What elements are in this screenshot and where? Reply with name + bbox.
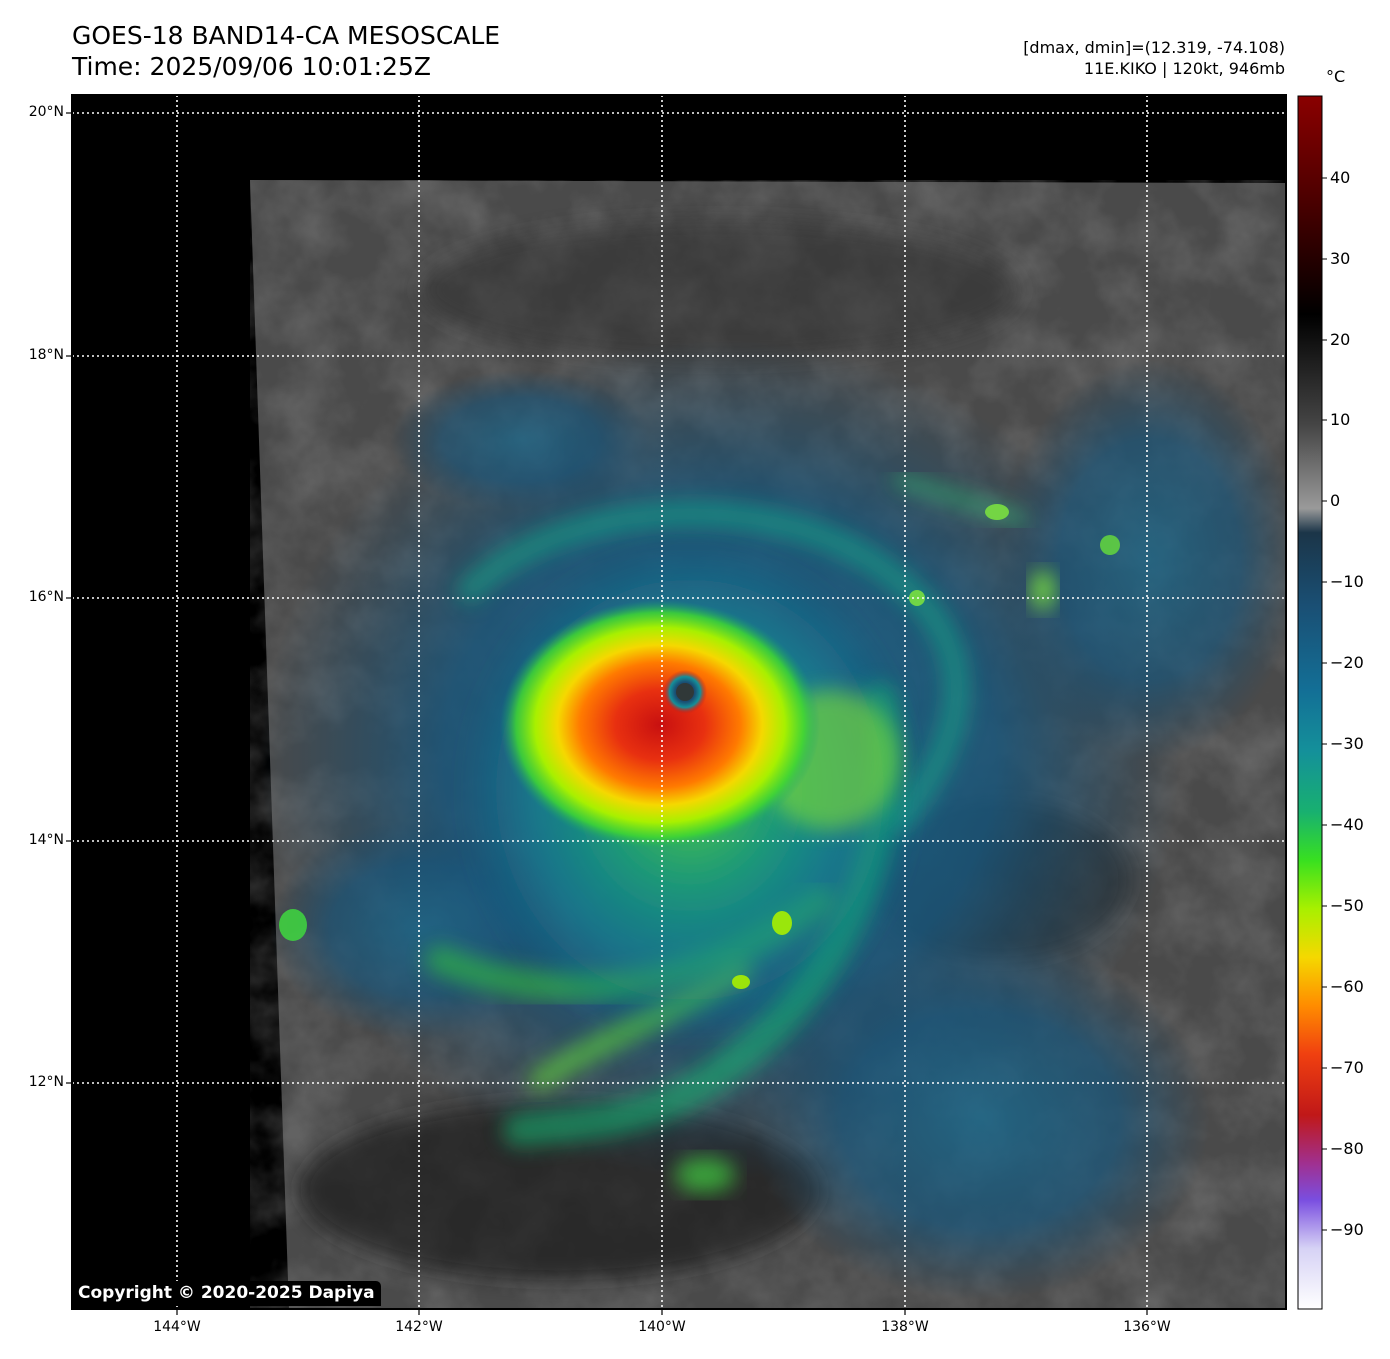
colorbar [1297,95,1323,1310]
colorbar-label: 20 [1330,330,1351,349]
colorbar-ticks [1322,177,1327,1231]
colorbar-label: −20 [1330,653,1364,672]
lat-label-16n: 16°N [28,589,64,605]
graticule [72,95,1286,1309]
colorbar-label: −60 [1330,977,1364,996]
lon-label-140w: 140°W [638,1319,686,1335]
colorbar-label: −30 [1330,734,1364,753]
colorbar-unit: °C [1326,67,1346,86]
colorbar-label: 0 [1330,491,1341,510]
colorbar-label: 10 [1330,410,1351,429]
colorbar-label: −50 [1330,896,1364,915]
dmax-dmin-readout: [dmax, dmin]=(12.319, -74.108) [1023,38,1285,57]
colorbar-label: −80 [1330,1139,1364,1158]
axis-ticks [66,112,1148,1315]
chart-title: GOES-18 BAND14-CA MESOSCALE [72,21,501,50]
colorbar-label: −40 [1330,815,1364,834]
central-dense-overcast [500,600,820,850]
colorbar-label: −10 [1330,572,1364,591]
copyright-badge: Copyright © 2020-2025 Dapiya [72,1281,381,1306]
chart-timestamp: Time: 2025/09/06 10:01:25Z [72,52,431,81]
lat-label-20n: 20°N [28,104,64,120]
lat-label-14n: 14°N [28,832,64,848]
map-frame [71,94,1287,1310]
colorbar-label: 40 [1330,168,1351,187]
lon-label-138w: 138°W [881,1319,929,1335]
colorbar-label: −70 [1330,1058,1364,1077]
lon-label-144w: 144°W [153,1319,201,1335]
storm-info: 11E.KIKO | 120kt, 946mb [1083,59,1285,78]
colorbar-label: −90 [1330,1220,1364,1239]
lon-label-142w: 142°W [395,1319,443,1335]
lat-label-12n: 12°N [28,1074,64,1090]
lon-label-136w: 136°W [1123,1319,1171,1335]
lat-label-18n: 18°N [28,347,64,363]
colorbar-label: 30 [1330,249,1351,268]
